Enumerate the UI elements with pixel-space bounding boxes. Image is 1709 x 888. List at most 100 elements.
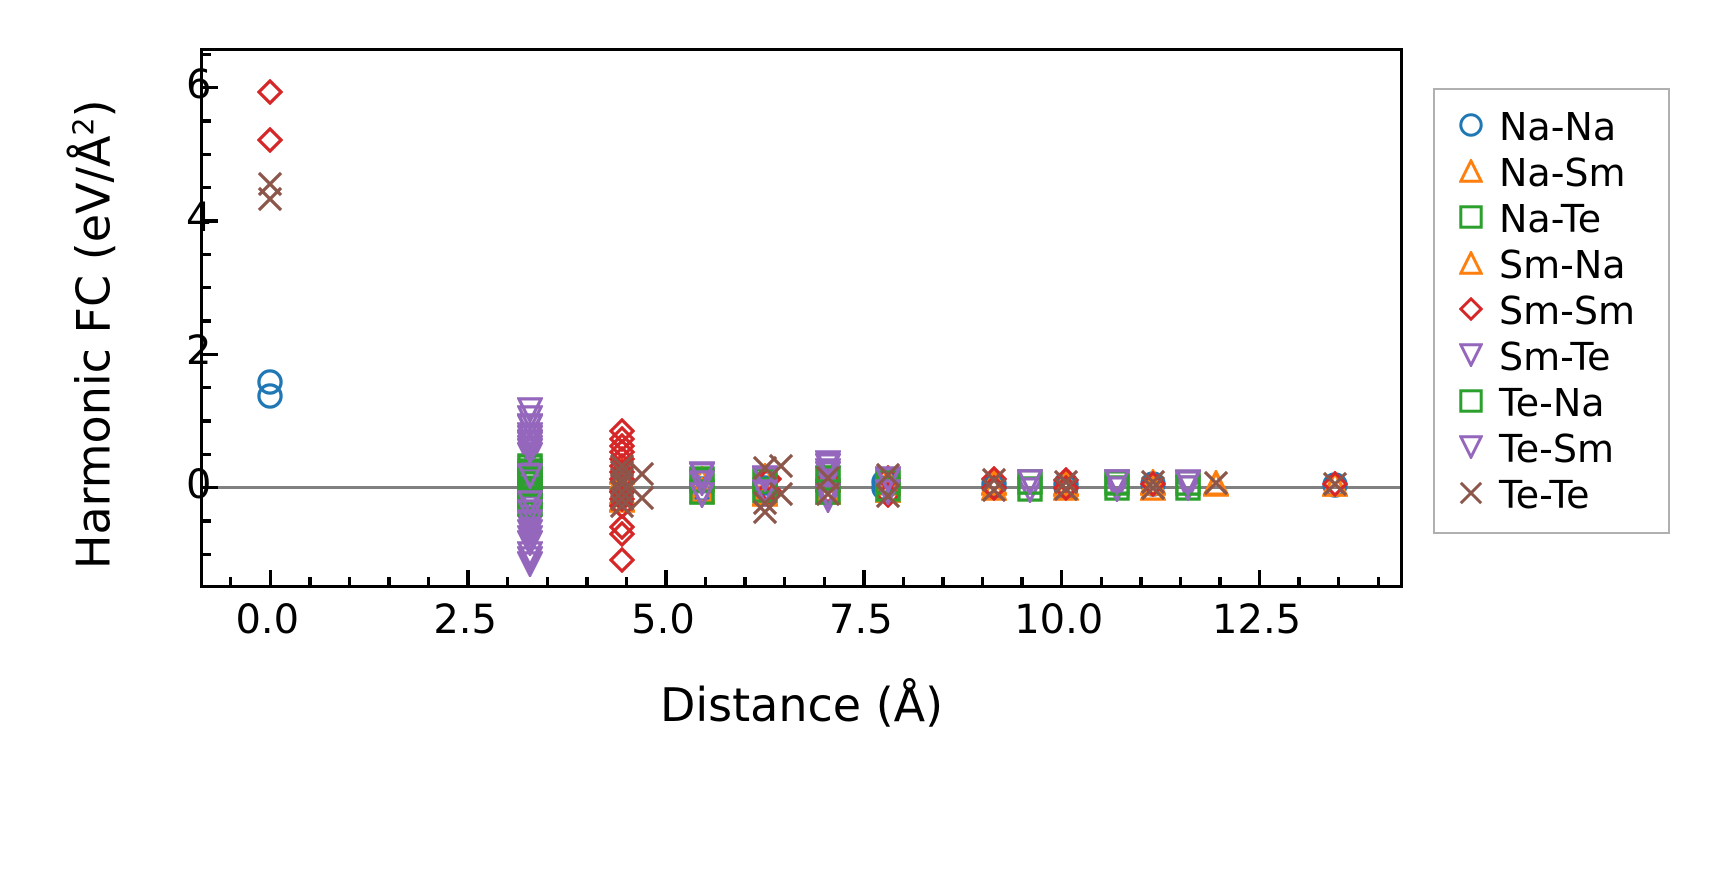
data-point-te-na	[517, 484, 543, 515]
data-point-sm-na	[687, 464, 716, 497]
data-point-na-sm	[873, 466, 902, 498]
y-tick-label: 0	[186, 461, 212, 508]
data-point-sm-te	[814, 450, 842, 480]
data-point-sm-na	[608, 464, 637, 496]
data-point-sm-sm	[1052, 474, 1080, 505]
data-point-te-te	[609, 466, 635, 496]
x-tick-minor	[585, 577, 589, 585]
legend-item-sm-te[interactable]: Sm-Te	[1449, 334, 1658, 380]
x-tick-major	[466, 570, 470, 585]
data-point-na-te	[1017, 476, 1043, 506]
data-point-na-te	[517, 470, 543, 500]
legend-label: Na-Na	[1499, 105, 1617, 149]
data-point-na-te	[1175, 470, 1202, 500]
square-icon	[1449, 383, 1493, 423]
legend-label: Te-Te	[1499, 473, 1590, 517]
data-point-te-sm	[687, 470, 716, 500]
legend-item-te-sm[interactable]: Te-Sm	[1449, 426, 1658, 472]
data-point-te-te	[1140, 475, 1166, 505]
data-point-na-sm	[980, 467, 1009, 499]
data-point-te-sm	[751, 466, 779, 496]
legend-label: Te-Na	[1499, 381, 1605, 425]
data-point-sm-sm	[256, 78, 284, 109]
data-point-te-na	[517, 466, 543, 496]
legend-item-na-na[interactable]: Na-Na	[1449, 104, 1658, 150]
data-point-te-sm	[516, 508, 544, 539]
data-point-sm-te	[516, 442, 544, 472]
data-point-sm-sm	[609, 465, 636, 496]
data-point-te-te	[768, 453, 794, 483]
data-point-na-sm	[608, 456, 637, 488]
data-point-te-sm	[516, 424, 544, 455]
data-point-na-na	[870, 468, 897, 499]
data-point-sm-sm	[609, 445, 636, 476]
data-point-sm-na	[687, 475, 716, 507]
data-point-te-te	[257, 171, 283, 201]
legend-label: Na-Sm	[1499, 151, 1626, 195]
legend-item-te-na[interactable]: Te-Na	[1449, 380, 1658, 426]
data-point-te-te	[815, 481, 841, 511]
x-tick-minor	[229, 577, 233, 585]
legend-item-te-te[interactable]: Te-Te	[1449, 472, 1658, 518]
data-point-sm-sm	[609, 425, 636, 456]
data-point-na-sm	[1051, 472, 1080, 505]
x-tick-minor	[980, 577, 985, 585]
data-point-te-na	[1017, 469, 1043, 499]
triangle-up-icon	[1449, 153, 1493, 193]
data-point-sm-te	[1103, 476, 1131, 506]
data-point-sm-te	[1174, 469, 1203, 499]
data-point-te-sm	[516, 438, 544, 468]
data-point-sm-sm	[609, 432, 636, 463]
data-point-sm-sm	[609, 417, 636, 448]
x-tick-minor	[1178, 577, 1183, 585]
data-point-te-na	[752, 468, 778, 498]
x-tick-minor	[1099, 577, 1103, 585]
data-point-te-te	[629, 485, 655, 515]
y-tick-minor	[203, 385, 211, 390]
legend-label: Te-Sm	[1499, 427, 1614, 471]
data-point-te-te	[257, 186, 283, 216]
data-point-te-na	[874, 476, 901, 506]
x-tick-minor	[506, 577, 510, 585]
data-point-sm-te	[516, 486, 544, 516]
data-point-na-na	[752, 470, 778, 500]
legend-item-sm-na[interactable]: Sm-Na	[1449, 242, 1658, 288]
data-point-na-na	[815, 466, 841, 496]
data-point-te-te	[981, 467, 1007, 497]
data-point-sm-na	[751, 478, 779, 510]
data-point-te-sm	[873, 466, 902, 497]
data-point-sm-te	[873, 479, 902, 509]
data-point-sm-te	[814, 487, 842, 517]
legend-item-na-te[interactable]: Na-Te	[1449, 196, 1658, 242]
data-point-te-sm	[516, 396, 544, 427]
x-tick-minor	[347, 577, 352, 585]
data-point-na-sm	[814, 464, 842, 497]
y-tick-major	[203, 352, 218, 357]
data-point-te-te	[609, 493, 635, 523]
legend-item-na-sm[interactable]: Na-Sm	[1449, 150, 1658, 196]
data-point-te-te	[1053, 469, 1079, 499]
data-point-sm-sm	[609, 485, 636, 516]
plot-canvas	[203, 51, 1400, 585]
data-point-sm-sm	[609, 492, 636, 523]
legend-item-sm-sm[interactable]: Sm-Sm	[1449, 288, 1658, 334]
data-point-te-na	[688, 478, 715, 509]
data-point-te-sm	[814, 452, 842, 483]
x-tick-label: 10.0	[1014, 597, 1104, 643]
data-point-te-na	[517, 479, 543, 509]
data-point-na-na	[815, 476, 841, 507]
data-point-sm-te	[516, 514, 544, 544]
x-tick-label: 2.5	[433, 597, 497, 643]
y-axis-title: Harmonic FC (eV/Å2)	[66, 99, 121, 570]
x-tick-minor	[822, 577, 826, 585]
data-point-na-te	[1017, 469, 1043, 499]
data-point-te-na	[517, 459, 543, 489]
data-point-na-sm	[1139, 467, 1167, 499]
data-point-na-na	[688, 476, 715, 506]
triangle-up-icon	[1449, 245, 1493, 285]
x-tick-minor	[1020, 577, 1024, 585]
data-point-sm-te	[516, 504, 544, 535]
data-point-sm-te	[516, 435, 544, 465]
data-point-sm-sm	[755, 477, 783, 508]
data-point-na-na	[257, 369, 283, 399]
